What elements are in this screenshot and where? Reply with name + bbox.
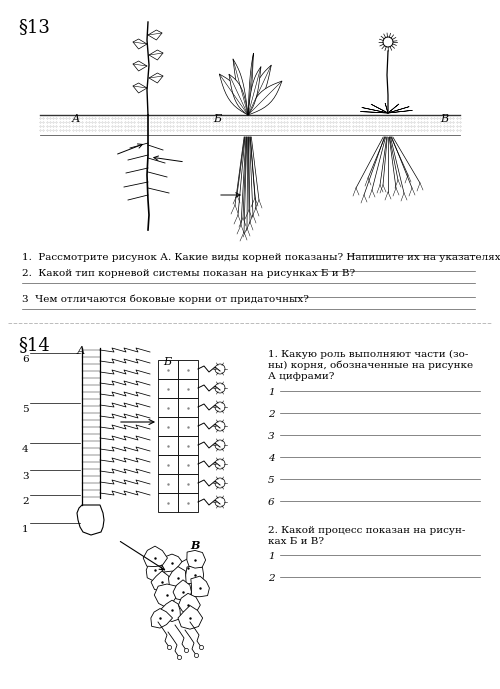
Polygon shape: [151, 608, 172, 628]
Text: 3: 3: [268, 432, 274, 441]
Bar: [178, 417, 198, 436]
Text: 1. Какую роль выполняют части (зо-: 1. Какую роль выполняют части (зо-: [268, 350, 468, 359]
Text: 5: 5: [22, 405, 29, 414]
Text: §14: §14: [18, 336, 50, 354]
Text: 2: 2: [268, 410, 274, 419]
Bar: [158, 379, 178, 398]
Polygon shape: [187, 551, 206, 568]
Text: 2.  Какой тип корневой системы показан на рисунках Б и В?: 2. Какой тип корневой системы показан на…: [22, 269, 355, 278]
Text: §13: §13: [18, 18, 50, 36]
Bar: [178, 436, 198, 455]
Polygon shape: [133, 39, 147, 49]
Text: 2: 2: [268, 574, 274, 583]
Bar: [178, 398, 198, 417]
Circle shape: [215, 478, 225, 488]
Polygon shape: [360, 112, 388, 113]
Text: 5: 5: [268, 476, 274, 485]
Polygon shape: [248, 53, 254, 115]
Bar: [158, 417, 178, 436]
Bar: [178, 379, 198, 398]
Polygon shape: [220, 74, 248, 115]
Text: Б: Б: [213, 114, 221, 124]
Bar: [178, 360, 198, 379]
Text: 2: 2: [22, 497, 29, 506]
Bar: [158, 493, 178, 512]
Polygon shape: [133, 83, 147, 93]
Polygon shape: [168, 566, 187, 591]
Polygon shape: [388, 107, 409, 113]
Text: Б: Б: [163, 357, 171, 367]
Polygon shape: [160, 600, 180, 621]
Polygon shape: [186, 566, 204, 584]
Text: 4: 4: [268, 454, 274, 463]
Polygon shape: [148, 30, 162, 40]
Text: 1: 1: [22, 525, 29, 534]
Polygon shape: [178, 593, 201, 615]
Text: ны) корня, обозначенные на рисунке: ны) корня, обозначенные на рисунке: [268, 361, 473, 371]
Bar: [178, 474, 198, 493]
Text: 6: 6: [268, 498, 274, 507]
Polygon shape: [146, 562, 165, 582]
Text: 4: 4: [22, 445, 29, 454]
Polygon shape: [143, 546, 168, 566]
Text: 3  Чем отличаются боковые корни от придаточных?: 3 Чем отличаются боковые корни от придат…: [22, 295, 309, 305]
Text: А: А: [77, 346, 86, 356]
Bar: [158, 436, 178, 455]
Bar: [158, 360, 178, 379]
Text: В: В: [440, 114, 448, 124]
Polygon shape: [149, 50, 163, 60]
Text: В: В: [190, 540, 200, 551]
Bar: [178, 455, 198, 474]
Polygon shape: [178, 606, 203, 629]
Polygon shape: [248, 81, 282, 115]
Polygon shape: [191, 576, 210, 597]
Circle shape: [215, 383, 225, 393]
Text: 3: 3: [22, 472, 29, 481]
Polygon shape: [248, 67, 261, 115]
Polygon shape: [229, 74, 248, 115]
Polygon shape: [151, 571, 172, 591]
Text: 1: 1: [268, 552, 274, 561]
Bar: [178, 493, 198, 512]
Polygon shape: [177, 559, 198, 578]
Text: 1.  Рассмотрите рисунок А. Какие виды корней показаны? Напишите их на указателях: 1. Рассмотрите рисунок А. Какие виды кор…: [22, 253, 500, 262]
Polygon shape: [77, 505, 104, 535]
Text: 1: 1: [268, 388, 274, 397]
Polygon shape: [233, 59, 248, 115]
Polygon shape: [133, 61, 147, 71]
Text: А: А: [72, 114, 80, 124]
Polygon shape: [160, 554, 183, 572]
Text: 2. Какой процесс показан на рисун-: 2. Какой процесс показан на рисун-: [268, 526, 466, 535]
Polygon shape: [362, 107, 388, 113]
Circle shape: [215, 497, 225, 507]
Circle shape: [215, 364, 225, 374]
Circle shape: [215, 459, 225, 469]
Polygon shape: [388, 110, 412, 113]
Polygon shape: [173, 580, 192, 600]
Polygon shape: [154, 584, 178, 608]
Polygon shape: [248, 65, 271, 115]
Text: А цифрами?: А цифрами?: [268, 372, 334, 381]
Polygon shape: [371, 104, 388, 113]
Text: ках Б и В?: ках Б и В?: [268, 537, 324, 546]
Polygon shape: [388, 104, 399, 113]
Circle shape: [215, 402, 225, 412]
Circle shape: [383, 37, 393, 47]
Text: 6: 6: [22, 355, 29, 364]
Polygon shape: [149, 73, 163, 83]
Circle shape: [215, 440, 225, 450]
Polygon shape: [385, 103, 388, 113]
Bar: [158, 474, 178, 493]
Bar: [158, 455, 178, 474]
Bar: [158, 398, 178, 417]
Circle shape: [215, 421, 225, 431]
